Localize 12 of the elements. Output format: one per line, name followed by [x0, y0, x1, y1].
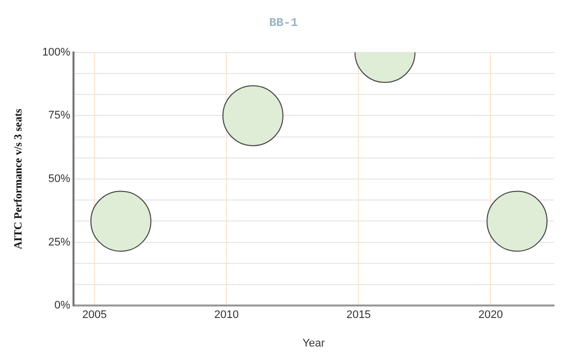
- x-tick-label: 2005: [82, 309, 107, 322]
- y-tick-label: 100%: [42, 46, 71, 58]
- chart-title: BB-1: [269, 16, 298, 30]
- x-tick-label: 2020: [478, 309, 503, 322]
- x-tick-label: 2015: [346, 309, 371, 322]
- y-tick-label: 75%: [48, 110, 71, 122]
- y-tick-label: 0%: [54, 300, 71, 312]
- y-axis-title: AITC Performance v/s 3 seats: [12, 108, 24, 250]
- x-tick-label: 2010: [214, 309, 239, 322]
- x-axis-title: Year: [302, 337, 326, 350]
- y-tick-label: 50%: [48, 173, 71, 186]
- y-tick-label: 25%: [48, 236, 71, 248]
